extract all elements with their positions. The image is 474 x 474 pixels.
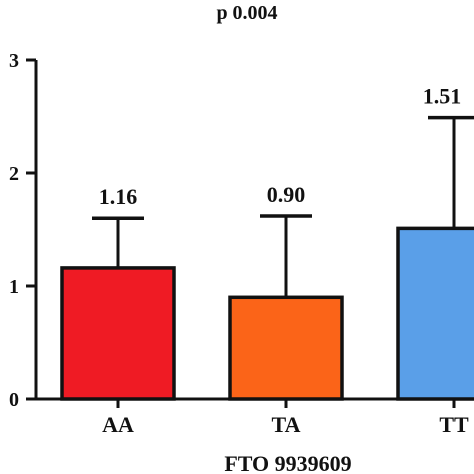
bar-tt — [396, 226, 474, 401]
x-tick-label: AA — [102, 412, 134, 437]
chart-title: p 0.004 — [216, 2, 277, 24]
data-label: 1.51 — [423, 84, 462, 109]
y-tick-label: 1 — [9, 276, 19, 298]
bars: 1.16 0.90 1.51 — [60, 84, 474, 401]
x-tick-label: TT — [439, 412, 469, 437]
x-tick-label: TA — [272, 412, 301, 437]
data-label: 0.90 — [267, 182, 306, 207]
bar-aa — [60, 266, 176, 401]
x-axis-label: FTO 9939609 — [224, 451, 351, 474]
y-tick-label: 3 — [9, 50, 19, 72]
y-tick-label: 2 — [9, 163, 19, 185]
y-ticks: 0 1 2 3 — [9, 50, 36, 411]
x-ticks: AA TA TT — [102, 399, 469, 437]
data-label: 1.16 — [99, 184, 138, 209]
bar-ta — [228, 295, 344, 401]
y-tick-label: 0 — [9, 389, 19, 411]
